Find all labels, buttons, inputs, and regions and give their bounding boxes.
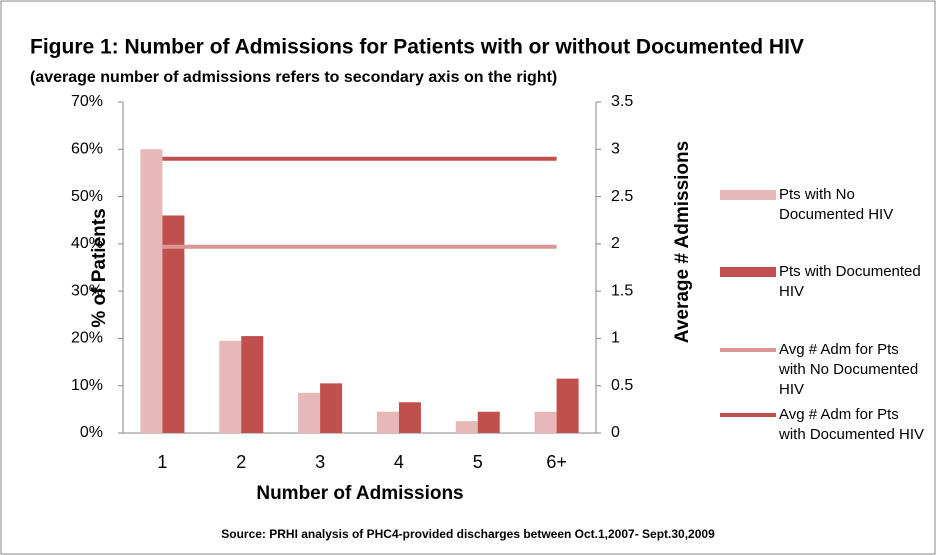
x-tick-label: 3 xyxy=(315,452,325,472)
x-tick-label: 6+ xyxy=(546,452,567,472)
bar xyxy=(455,421,478,433)
y-tick-label: 50% xyxy=(71,188,103,205)
y2-tick-label: 2 xyxy=(611,235,620,252)
bar xyxy=(140,149,163,434)
y2-tick-label: 1 xyxy=(611,330,620,347)
chart-title: Figure 1: Number of Admissions for Patie… xyxy=(30,36,804,59)
bar xyxy=(398,402,421,433)
y2-tick-label: 2.5 xyxy=(611,188,633,205)
bar xyxy=(219,340,242,433)
y-tick-label: 40% xyxy=(71,235,103,252)
y-tick-label: 60% xyxy=(71,141,103,158)
y2-tick-label: 3.5 xyxy=(611,93,633,110)
legend-swatch xyxy=(720,190,776,200)
y-tick-label: 70% xyxy=(71,93,103,110)
legend-swatch xyxy=(720,267,776,277)
bar xyxy=(320,383,343,433)
bar xyxy=(162,215,185,433)
y-tick-label: 20% xyxy=(71,330,103,347)
y2-tick-label: 0.5 xyxy=(611,377,633,394)
bar xyxy=(477,411,500,433)
y2-tick-label: 1.5 xyxy=(611,282,633,299)
bar xyxy=(241,336,264,433)
chart-subtitle: (average number of admissions refers to … xyxy=(30,69,557,86)
x-tick-label: 4 xyxy=(394,452,404,472)
x-tick-label: 2 xyxy=(236,452,246,472)
legend-label: Pts with Documented HIV xyxy=(779,263,921,300)
source-note: Source: PRHI analysis of PHC4-provided d… xyxy=(221,527,715,541)
x-tick-label: 1 xyxy=(157,452,167,472)
y-axis-title: % of Patients xyxy=(89,208,110,327)
legend-label: Avg # Adm for Pts with Documented HIV xyxy=(779,406,925,443)
y2-tick-label: 3 xyxy=(611,141,620,158)
y-tick-label: 0% xyxy=(80,424,103,441)
y2-axis-title: Average # Admissions xyxy=(672,141,693,343)
y-tick-label: 30% xyxy=(71,282,103,299)
y2-tick-label: 0 xyxy=(611,424,620,441)
bar xyxy=(298,392,321,433)
legend-label: Avg # Adm for Pts with No Documented HIV xyxy=(779,341,919,398)
y-tick-label: 10% xyxy=(71,377,103,394)
x-tick-label: 5 xyxy=(473,452,483,472)
bar xyxy=(534,411,557,433)
x-axis-title: Number of Admissions xyxy=(256,483,463,504)
legend-label: Pts with No Documented HIV xyxy=(779,186,894,223)
bar xyxy=(376,411,399,433)
bar xyxy=(556,378,579,433)
